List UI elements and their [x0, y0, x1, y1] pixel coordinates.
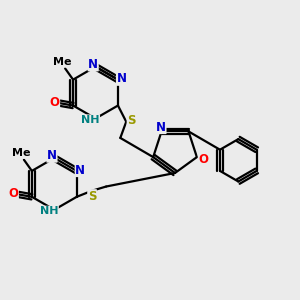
Text: NH: NH	[40, 206, 58, 216]
Text: S: S	[127, 114, 136, 127]
Text: N: N	[47, 149, 57, 162]
Text: N: N	[116, 72, 127, 85]
Text: S: S	[88, 190, 96, 203]
Text: N: N	[156, 121, 166, 134]
Text: N: N	[88, 58, 98, 71]
Text: O: O	[198, 153, 208, 166]
Text: NH: NH	[81, 115, 100, 125]
Text: Me: Me	[12, 148, 30, 158]
Text: Me: Me	[53, 57, 71, 67]
Text: N: N	[75, 164, 85, 176]
Text: O: O	[50, 96, 59, 109]
Text: O: O	[8, 188, 18, 200]
